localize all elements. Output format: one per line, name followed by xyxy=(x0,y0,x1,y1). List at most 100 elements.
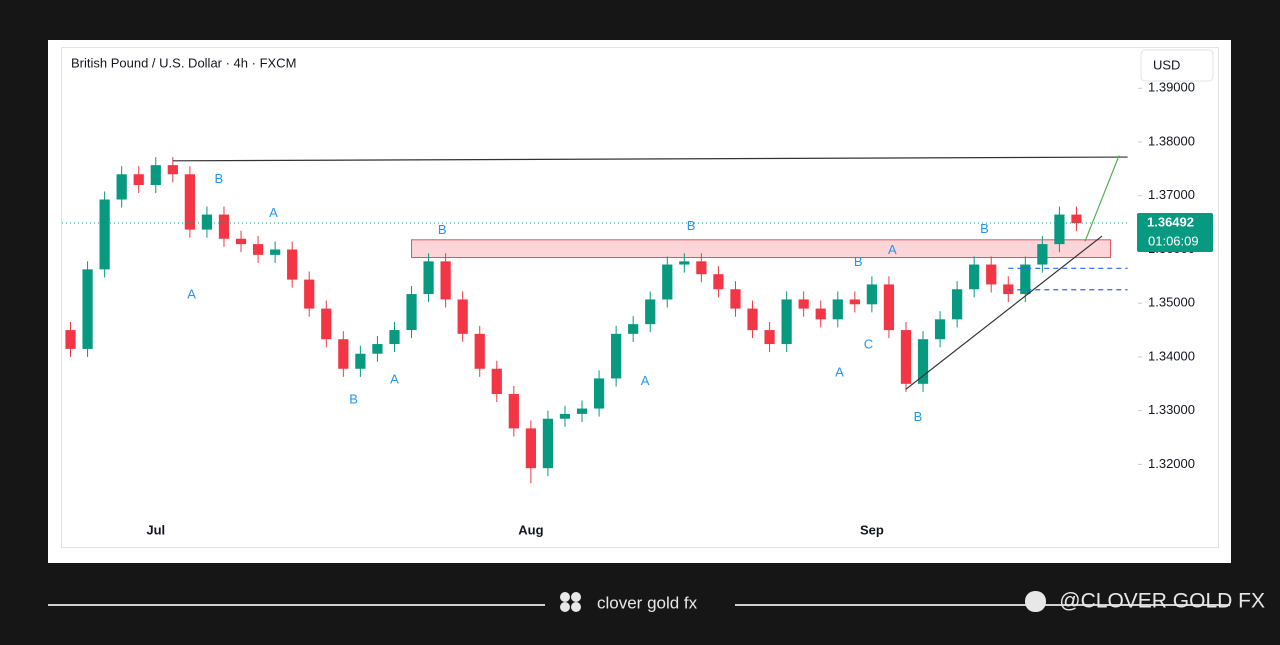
price-tag xyxy=(1137,213,1213,253)
candle-body xyxy=(423,261,434,295)
candle-body xyxy=(696,261,707,275)
candle-body xyxy=(849,299,860,305)
candle-body xyxy=(99,199,110,270)
candle-body xyxy=(440,261,451,300)
wave-label: A xyxy=(888,242,897,257)
drawn-line xyxy=(1084,155,1120,242)
candle-body xyxy=(252,244,264,255)
wave-label: B xyxy=(854,254,863,269)
candle-body xyxy=(321,308,332,340)
candle-body xyxy=(628,324,639,334)
candle-body xyxy=(986,264,997,285)
plot: B A A B A B B A B A C A B B xyxy=(65,155,1128,484)
wave-label: C xyxy=(864,337,873,352)
candle-body xyxy=(150,165,161,186)
candle-body xyxy=(457,299,468,334)
candle-body xyxy=(593,378,605,409)
candle-body xyxy=(815,308,826,320)
y-tick-label: 1.38000 xyxy=(1148,133,1195,148)
facebook-icon xyxy=(1025,591,1046,612)
x-tick-label: Sep xyxy=(860,522,884,537)
candle-body xyxy=(270,249,281,255)
y-tick-label: 1.35000 xyxy=(1148,295,1195,310)
candle-body xyxy=(218,214,230,239)
candle-body xyxy=(866,284,877,305)
candle-body xyxy=(116,174,127,200)
candle-body xyxy=(1037,244,1048,265)
candle-body xyxy=(338,339,349,369)
wave-label: B xyxy=(980,221,989,236)
candle-body xyxy=(969,264,980,290)
candle-body xyxy=(65,330,76,349)
candle-body xyxy=(1020,264,1031,295)
candle-body xyxy=(832,299,843,320)
wave-label: A xyxy=(390,371,399,386)
wave-label: B xyxy=(349,391,358,406)
candle-body xyxy=(611,333,622,379)
drawn-line xyxy=(172,156,1128,162)
wave-label: A xyxy=(187,287,196,302)
candle-body xyxy=(201,214,213,230)
candle-body xyxy=(900,330,912,384)
candle-body xyxy=(883,284,895,331)
candle-body xyxy=(798,299,809,309)
wave-label: B xyxy=(687,218,696,233)
candle-body xyxy=(781,299,792,345)
candle-body xyxy=(133,174,144,186)
candle-body xyxy=(662,264,673,300)
price-tag-countdown: 01:06:09 xyxy=(1148,233,1199,248)
handle: @CLOVER GOLD FX xyxy=(1059,590,1265,613)
x-tick-label: Aug xyxy=(518,522,543,537)
y-tick-label: 1.37000 xyxy=(1148,187,1195,202)
chart-frame xyxy=(61,47,1219,548)
y-tick-label: 1.39000 xyxy=(1148,80,1195,95)
candle-body xyxy=(389,330,400,345)
drawn-line xyxy=(905,235,1103,390)
candle-body xyxy=(730,289,741,309)
candle-body xyxy=(287,249,298,280)
candle-body xyxy=(184,174,195,230)
candle-body xyxy=(679,261,690,265)
candle-body xyxy=(167,165,178,175)
candle-body xyxy=(491,368,502,395)
candle-body xyxy=(764,330,775,345)
currency-label[interactable]: USD xyxy=(1153,57,1180,72)
candle-body xyxy=(645,299,656,325)
candle-body xyxy=(304,279,315,309)
y-tick-label: 1.33000 xyxy=(1148,402,1195,417)
wave-label: A xyxy=(835,365,844,380)
brand: clover gold fx xyxy=(597,593,698,612)
candle-body xyxy=(525,428,536,469)
candle-body xyxy=(1003,284,1014,295)
wave-label: A xyxy=(641,373,650,388)
candle-body xyxy=(713,274,724,290)
candle-body xyxy=(372,344,383,354)
candle-body xyxy=(559,413,571,419)
chart-title: British Pound / U.S. Dollar · 4h · FXCM xyxy=(71,55,296,70)
candle-body xyxy=(747,308,758,331)
candle-body xyxy=(934,319,946,340)
y-tick-label: 1.34000 xyxy=(1148,348,1195,363)
wave-label: B xyxy=(215,171,224,186)
clover-icon xyxy=(560,592,581,612)
candle-body xyxy=(1054,214,1065,245)
candle-body xyxy=(917,339,929,384)
wave-label: B xyxy=(914,409,923,424)
x-tick-label: Jul xyxy=(146,522,165,537)
y-tick-label: 1.32000 xyxy=(1148,456,1195,471)
candle-body xyxy=(542,418,554,469)
candle-body xyxy=(952,289,963,320)
candle-body xyxy=(1071,214,1082,224)
candle-body xyxy=(355,353,366,369)
wave-label: B xyxy=(438,222,447,237)
currency-button[interactable] xyxy=(1140,49,1214,82)
panel xyxy=(48,40,1231,563)
candle-body xyxy=(576,408,588,414)
wave-label: A xyxy=(269,205,278,220)
candle-body xyxy=(235,238,247,245)
candle-body xyxy=(82,269,93,349)
candle-body xyxy=(406,294,417,331)
candle-body xyxy=(508,394,519,429)
zone xyxy=(411,239,1112,259)
